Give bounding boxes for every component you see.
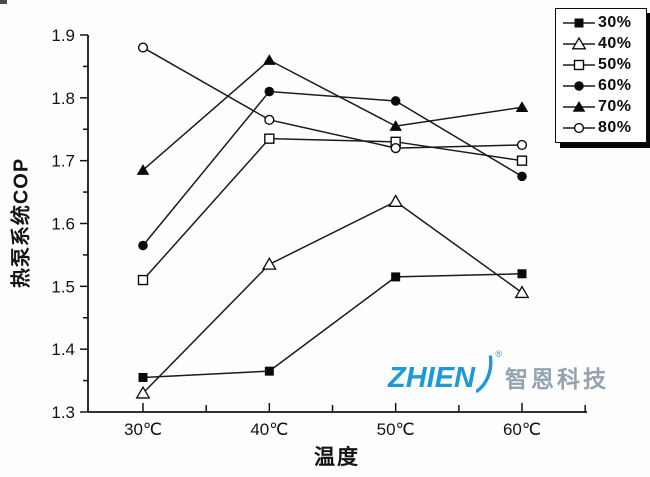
marker-square-filled-icon <box>574 18 584 28</box>
legend: 30% 40% 50% 60% 70% 80% <box>555 8 647 143</box>
legend-circle-filled-icon <box>563 81 595 91</box>
swoosh-icon <box>476 355 493 393</box>
marker-square-open-icon <box>516 155 528 166</box>
marker-circle-filled-icon <box>264 86 275 97</box>
series-line-80% <box>142 46 523 149</box>
marker-circle-filled-icon <box>574 81 584 91</box>
series-line-70% <box>142 59 523 171</box>
marker-triangle-open-icon <box>514 285 530 299</box>
marker-square-filled-icon <box>391 272 401 282</box>
legend-triangle-open-icon <box>563 37 595 50</box>
legend-label: 70% <box>598 97 632 115</box>
marker-square-open-icon <box>264 133 275 144</box>
marker-circle-filled-icon <box>390 96 401 106</box>
y-axis-title: 热泵系统COP <box>10 157 33 289</box>
marker-triangle-filled-icon <box>136 164 150 175</box>
legend-circle-open-icon <box>563 122 595 133</box>
series-line-60% <box>142 90 523 246</box>
x-tick-label: 50℃ <box>377 420 415 439</box>
y-tick-label: 1.7 <box>51 152 75 171</box>
y-tick-label: 1.4 <box>51 340 75 359</box>
watermark-brand-text: ZHIEN <box>388 362 475 394</box>
y-tick-label: 1.6 <box>51 215 75 234</box>
legend-item-50%: 50% <box>562 56 646 74</box>
x-tick-label: 60℃ <box>503 420 541 439</box>
legend-label: 30% <box>598 14 632 32</box>
watermark-logo: ZHIEN ® 智恩科技 <box>388 350 609 394</box>
marker-triangle-filled-icon <box>389 120 402 131</box>
x-tick-label: 30℃ <box>124 420 162 439</box>
marker-circle-open-icon <box>573 122 585 133</box>
marker-circle-open-icon <box>137 42 149 53</box>
legend-item-70%: 70% <box>562 98 646 116</box>
y-tick-label: 1.8 <box>51 89 75 108</box>
series-line-30% <box>142 273 523 379</box>
legend-square-filled-icon <box>563 18 595 28</box>
legend-label: 50% <box>598 56 632 74</box>
marker-circle-open-icon <box>516 139 528 151</box>
y-tick-label: 1.9 <box>51 26 75 45</box>
watermark-cn-text: 智恩科技 <box>505 366 609 392</box>
marker-triangle-open-icon <box>388 194 404 207</box>
x-axis-title: 温度 <box>314 446 360 469</box>
marker-square-filled-icon <box>138 372 148 382</box>
legend-triangle-filled-icon <box>563 100 595 112</box>
marker-square-filled-icon <box>517 269 527 279</box>
legend-item-30%: 30% <box>562 14 646 32</box>
marker-circle-filled-icon <box>138 240 148 251</box>
marker-square-open-icon <box>573 59 585 71</box>
legend-label: 40% <box>598 35 632 53</box>
watermark-reg-mark: ® <box>495 349 502 359</box>
legend-item-80%: 80% <box>562 119 646 137</box>
marker-triangle-open-icon <box>571 37 587 50</box>
series-line-50% <box>142 137 523 281</box>
series-line-40% <box>142 200 523 394</box>
marker-circle-open-icon <box>264 114 275 125</box>
watermark-swoosh-wrap: ® <box>476 350 502 393</box>
marker-triangle-filled-icon <box>263 54 276 65</box>
marker-triangle-open-icon <box>261 257 277 270</box>
corner-artifact <box>0 0 7 4</box>
x-tick-label: 40℃ <box>250 420 288 439</box>
marker-triangle-open-icon <box>135 385 151 399</box>
legend-item-60%: 60% <box>562 77 646 95</box>
legend-label: 60% <box>598 76 632 94</box>
y-tick-label: 1.3 <box>51 403 75 422</box>
marker-square-filled-icon <box>264 366 274 376</box>
legend-label: 80% <box>598 118 632 136</box>
marker-circle-open-icon <box>390 143 401 154</box>
y-tick-label: 1.5 <box>51 277 75 296</box>
marker-triangle-filled-icon <box>515 101 529 113</box>
legend-item-40%: 40% <box>562 35 646 53</box>
marker-square-open-icon <box>137 274 149 286</box>
marker-triangle-filled-icon <box>572 100 586 112</box>
marker-circle-filled-icon <box>517 171 527 182</box>
legend-square-open-icon <box>563 59 595 71</box>
